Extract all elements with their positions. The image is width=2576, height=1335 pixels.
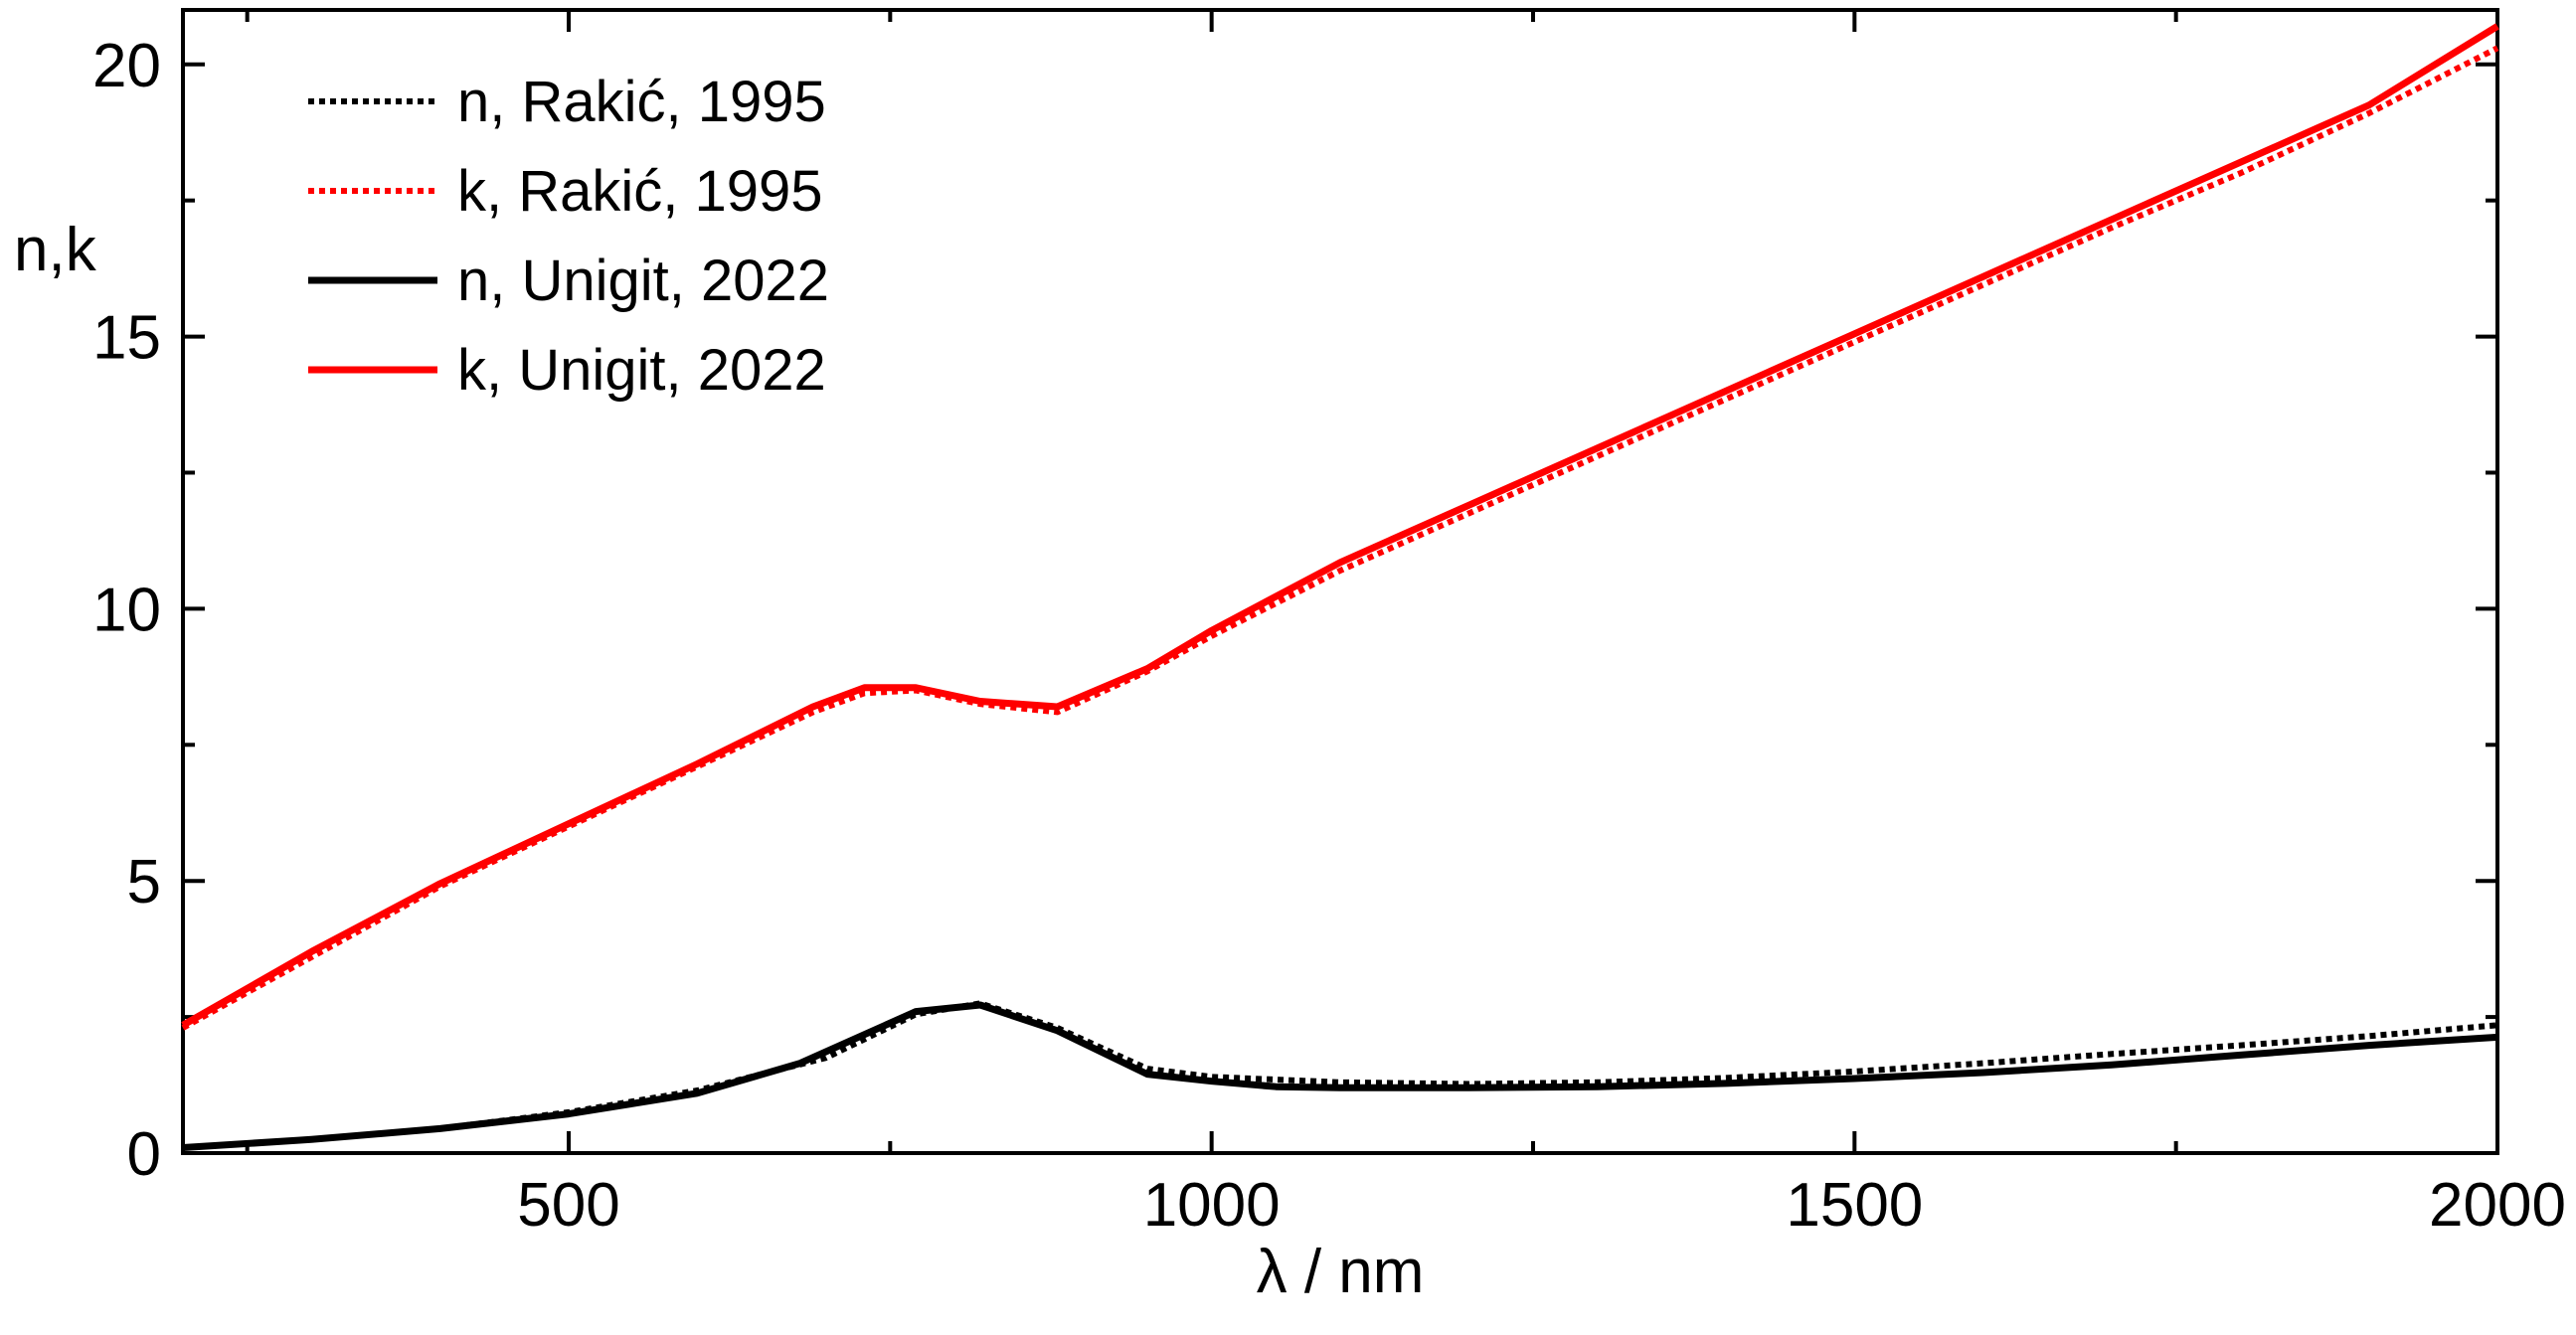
legend-label: n, Rakić, 1995	[457, 70, 826, 134]
series-lines	[181, 23, 2499, 1151]
x-tick-label: 1500	[1786, 1171, 1923, 1240]
x-tick-label: 2000	[2429, 1171, 2566, 1240]
major-ticks	[183, 10, 2499, 1155]
series-line-n-unigit-2022	[182, 1001, 2498, 1151]
y-tick-label: 5	[127, 848, 161, 917]
series-line-k-unigit-2022	[181, 23, 2499, 1029]
plot-frame	[181, 8, 2499, 1155]
legend-label: k, Rakić, 1995	[457, 159, 823, 224]
series-line-n-raki-1995	[182, 1000, 2498, 1151]
y-tick-labels: 0 5 10 15 20	[92, 32, 161, 1189]
y-axis-title: n,k	[14, 216, 97, 284]
legend-label: n, Unigit, 2022	[457, 249, 829, 313]
x-axis-title: λ / nm	[1257, 1238, 1425, 1306]
y-tick-label: 0	[127, 1120, 161, 1189]
x-tick-label: 1000	[1143, 1171, 1281, 1240]
y-tick-label: 20	[92, 32, 161, 100]
x-tick-label: 500	[517, 1171, 619, 1240]
legend-label: k, Unigit, 2022	[457, 338, 826, 403]
y-tick-label: 10	[92, 576, 161, 644]
y-tick-label: 15	[92, 304, 161, 373]
x-tick-labels: 500 1000 1500 2000	[517, 1171, 2566, 1240]
legend: n, Rakić, 1995 k, Rakić, 1995 n, Unigit, 2…	[308, 70, 829, 403]
